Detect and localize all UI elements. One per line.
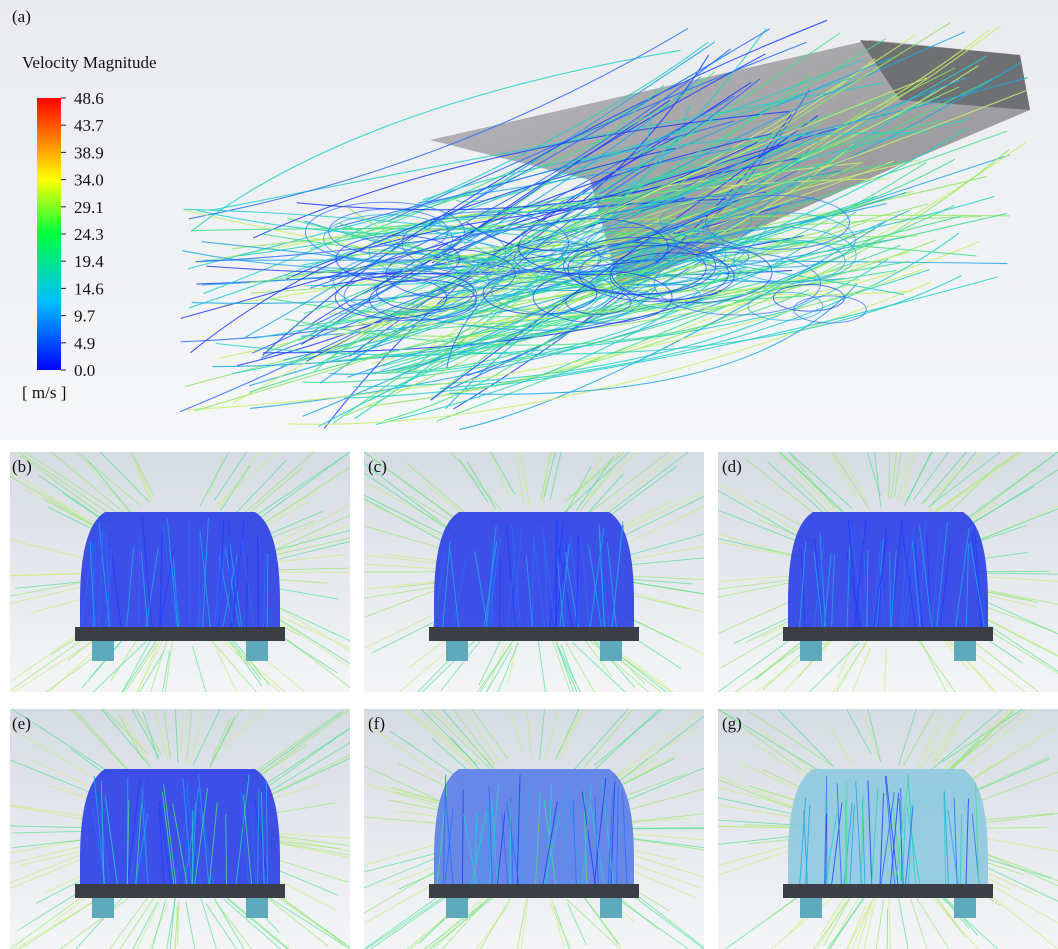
car-floor [75,627,285,641]
car-floor [429,627,639,641]
colorbar [37,98,61,370]
rear-panel [718,452,1058,692]
rear-panel [10,709,350,949]
colorbar-tick-label: 19.4 [74,252,104,271]
wheel [954,641,976,661]
colorbar-tick-label: 24.3 [74,225,104,244]
wheel [954,898,976,918]
panel-label: (b) [12,457,32,476]
colorbar-tick-label: 38.9 [74,143,104,162]
colorbar-tick-label: 9.7 [74,307,96,326]
rear-panel [10,452,350,692]
wheel [446,641,468,661]
rear-panel [364,452,704,692]
streamline [826,813,827,884]
figure: Velocity Magnitude [ m/s ] 48.6 43.7 38.9 3… [0,0,1058,949]
rear-panel [364,709,704,949]
colorbar-tick-label: 4.9 [74,334,95,353]
panel-label: (c) [368,457,387,476]
streamline [267,554,268,627]
colorbar-tick-label: 14.6 [74,279,104,298]
colorbar-tick-label: 48.6 [74,89,104,108]
wheel [92,641,114,661]
wheel [446,898,468,918]
car-rear [434,769,634,889]
car-floor [783,884,993,898]
page: {"panels": [ {"label": "(a)"}, {"label":… [0,0,1058,949]
wheel [600,641,622,661]
car-floor [783,627,993,641]
panel-label: (e) [12,714,31,733]
colorbar-tick-label: 43.7 [74,116,104,135]
rear-panel [718,709,1058,949]
streamline [982,827,1047,828]
panel-label: (f) [368,714,385,733]
panel-label: (g) [722,714,742,733]
rear-panels [10,452,1058,949]
wheel [600,898,622,918]
wheel [246,641,268,661]
streamline [890,552,891,627]
wheel [92,898,114,918]
colorbar-tick-label: 29.1 [74,198,104,217]
colorbar-tick-label: 0.0 [74,361,95,380]
colorbar-title: Velocity Magnitude [22,53,157,72]
wheel [246,898,268,918]
panel-label: (a) [12,7,31,26]
colorbar-tick-label: 34.0 [74,171,104,190]
colorbar-unit: [ m/s ] [22,383,66,402]
car-floor [75,884,285,898]
car-floor [429,884,639,898]
panel-label: (d) [722,457,742,476]
car-rear [788,769,988,889]
wheel [800,898,822,918]
wheel [800,641,822,661]
streamline [247,555,248,627]
